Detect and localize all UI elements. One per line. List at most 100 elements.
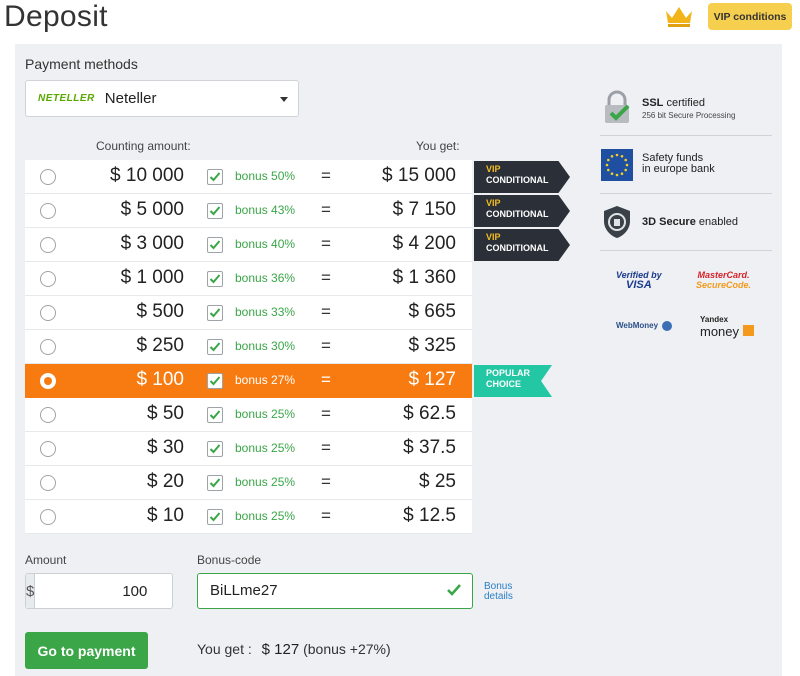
counting-amount: $ 100 (136, 369, 184, 390)
eu-flag-icon (601, 149, 633, 181)
you-get-amount: $ 325 (408, 335, 456, 356)
deposit-option-row[interactable]: $ 1 000 bonus 36% = $ 1 360 (25, 262, 472, 296)
deposit-option-row[interactable]: $ 10 bonus 25% = $ 12.5 (25, 500, 472, 534)
crown-icon (666, 7, 692, 27)
bonus-percent: bonus 30% (235, 339, 296, 353)
counting-amount: $ 30 (147, 437, 184, 458)
option-radio[interactable] (40, 373, 56, 389)
webmoney-text: WebMoney (616, 321, 659, 331)
payment-method-value: Neteller (104, 90, 157, 107)
option-radio[interactable] (40, 475, 56, 491)
bonus-details-line2: details (484, 591, 513, 602)
equals-sign: = (321, 166, 331, 185)
equals-sign: = (321, 506, 331, 525)
yandex-line1: Yandex (700, 315, 729, 324)
counting-amount: $ 250 (136, 335, 184, 356)
page-title: Deposit (4, 0, 108, 33)
equals-sign: = (321, 438, 331, 457)
yandex-line2: money (700, 324, 754, 339)
bonus-checkbox[interactable] (207, 237, 223, 253)
counting-amount: $ 500 (136, 301, 184, 322)
ribbon-line1: POPULAR (486, 368, 531, 378)
deposit-option-row[interactable]: $ 3 000 bonus 40% = $ 4 200 (25, 228, 472, 262)
vip-conditional-ribbon: VIP CONDITIONAL (474, 161, 570, 193)
visa-line2: VISA (626, 279, 652, 291)
bonus-checkbox[interactable] (207, 339, 223, 355)
you-get-amount: $ 12.5 (403, 505, 456, 526)
deposit-option-row[interactable]: $ 100 bonus 27% = $ 127 (25, 364, 472, 398)
bonus-checkbox[interactable] (207, 305, 223, 321)
bonus-checkbox[interactable] (207, 373, 223, 389)
you-get-amount: $ 7 150 (392, 199, 456, 220)
deposit-options-table: $ 10 000 bonus 50% = $ 15 000 $ 5 000 bonus 4… (25, 160, 472, 534)
equals-sign: = (321, 200, 331, 219)
you-get-header: You get: (416, 139, 460, 153)
option-radio[interactable] (40, 407, 56, 423)
bonus-checkbox[interactable] (207, 407, 223, 423)
bonus-checkbox[interactable] (207, 509, 223, 525)
ribbon-line2: CONDITIONAL (486, 209, 549, 219)
bonus-checkbox[interactable] (207, 169, 223, 185)
option-radio[interactable] (40, 271, 56, 287)
bonus-percent: bonus 25% (235, 441, 296, 455)
deposit-option-row[interactable]: $ 50 bonus 25% = $ 62.5 (25, 398, 472, 432)
counting-amount: $ 5 000 (120, 199, 184, 220)
bonus-checkbox[interactable] (207, 475, 223, 491)
chevron-down-icon (280, 97, 288, 102)
deposit-option-row[interactable]: $ 5 000 bonus 43% = $ 7 150 (25, 194, 472, 228)
option-radio[interactable] (40, 305, 56, 321)
vip-conditions-button[interactable]: VIP conditions (708, 3, 792, 30)
equals-sign: = (321, 336, 331, 355)
option-radio[interactable] (40, 169, 56, 185)
3d-secure-item: 3D Secure enabled (600, 194, 772, 251)
you-get-amount: $ 4 200 (392, 233, 456, 254)
safety-funds-text: Safety funds in europe bank (642, 153, 715, 175)
option-radio[interactable] (40, 441, 56, 457)
bonus-details-link[interactable]: Bonus details (484, 582, 513, 602)
checkbox-check-icon (209, 240, 221, 250)
go-to-payment-button[interactable]: Go to payment (25, 632, 148, 669)
you-get-amount: $ 62.5 (403, 403, 456, 424)
lock-icon (605, 90, 630, 123)
deposit-option-row[interactable]: $ 500 bonus 33% = $ 665 (25, 296, 472, 330)
you-get-bonus: (bonus +27%) (303, 641, 391, 657)
verified-by-visa-logo: Verified by VISA (616, 270, 662, 291)
yandex-money-logo: Yandex money (700, 315, 754, 339)
shield-icon (604, 206, 630, 238)
deposit-option-row[interactable]: $ 30 bonus 25% = $ 37.5 (25, 432, 472, 466)
yandex-wallet-icon (742, 325, 754, 336)
option-radio[interactable] (40, 203, 56, 219)
counting-amount: $ 1 000 (120, 267, 184, 288)
option-radio[interactable] (40, 509, 56, 525)
option-radio[interactable] (40, 339, 56, 355)
bonus-code-input[interactable] (210, 582, 430, 599)
you-get-label: You get : (197, 641, 252, 657)
ssl-subtitle: 256 bit Secure Processing (642, 111, 736, 120)
deposit-option-row[interactable]: $ 20 bonus 25% = $ 25 (25, 466, 472, 500)
bonus-checkbox[interactable] (207, 441, 223, 457)
yandex-money-text: money (700, 324, 740, 339)
safety-funds-item: Safety funds in europe bank (600, 136, 772, 194)
equals-sign: = (321, 472, 331, 491)
deposit-option-row[interactable]: $ 250 bonus 30% = $ 325 (25, 330, 472, 364)
safety-funds-line1: Safety funds (642, 152, 704, 164)
bonus-checkbox[interactable] (207, 271, 223, 287)
vip-conditional-ribbon: VIP CONDITIONAL (474, 195, 570, 227)
you-get-amount: $ 1 360 (392, 267, 456, 288)
equals-sign: = (321, 234, 331, 253)
ribbon-line1: VIP (486, 198, 501, 208)
payment-method-select[interactable]: NETELLER Neteller (25, 80, 299, 117)
ribbon-line2: CHOICE (486, 379, 522, 389)
equals-sign: = (321, 404, 331, 423)
vip-conditional-ribbon: VIP CONDITIONAL (474, 229, 570, 261)
ribbon-line2: CONDITIONAL (486, 243, 549, 253)
bonus-percent: bonus 25% (235, 475, 296, 489)
option-radio[interactable] (40, 237, 56, 253)
deposit-option-row[interactable]: $ 10 000 bonus 50% = $ 15 000 (25, 160, 472, 194)
checkbox-check-icon (209, 308, 221, 318)
bonus-checkbox[interactable] (207, 203, 223, 219)
ribbon-line1: VIP (486, 232, 501, 242)
bonus-percent: bonus 33% (235, 305, 296, 319)
visa-line1: Verified by (616, 270, 662, 280)
